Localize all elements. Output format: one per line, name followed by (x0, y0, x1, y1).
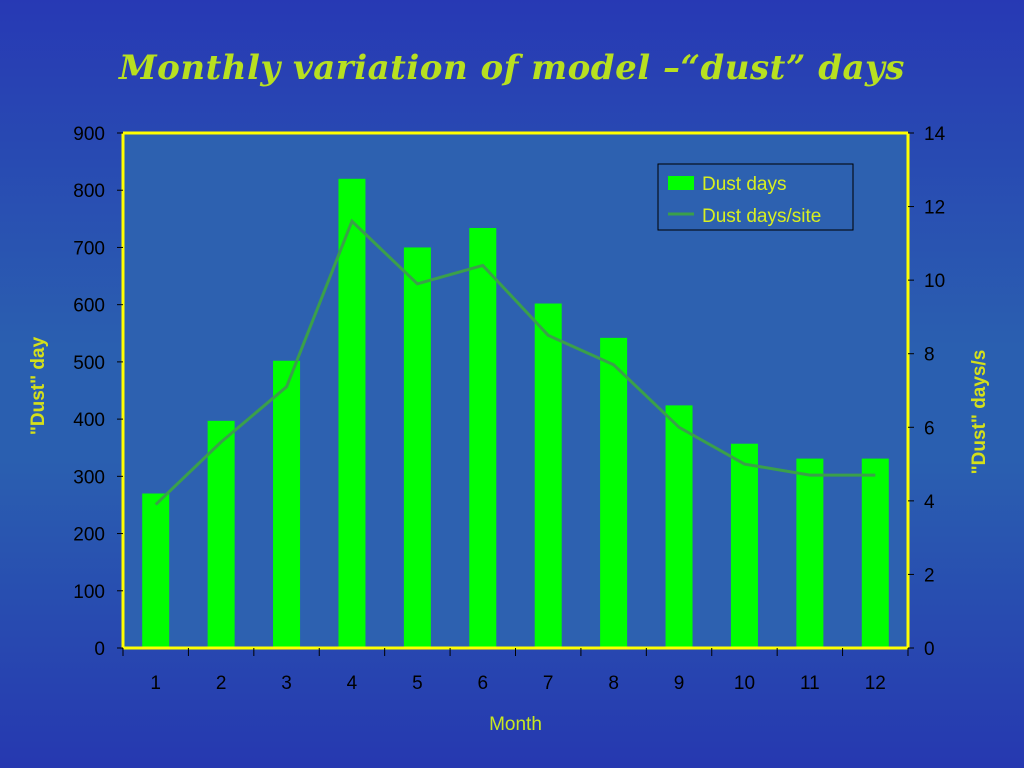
x-tick-label: 5 (412, 673, 423, 694)
y-left-tick-label: 200 (73, 525, 105, 546)
x-tick-label: 3 (281, 673, 292, 694)
legend-box (657, 163, 854, 231)
y-axis-left-title: "Dust" day (28, 336, 49, 435)
bar-dust-days-month-2 (207, 420, 235, 648)
x-tick-label: 11 (800, 673, 820, 694)
axes (117, 131, 914, 656)
y-left-tick-label: 600 (73, 296, 105, 317)
y-left-tick-label: 900 (73, 124, 105, 145)
y-right-tick-label: 14 (924, 124, 946, 145)
x-tick-label: 6 (478, 673, 489, 694)
x-tick-label: 1 (150, 673, 161, 694)
y-left-tick-label: 400 (73, 410, 105, 431)
y-right-tick-label: 2 (924, 565, 935, 586)
legend: Dust days Dust days/site (657, 163, 854, 231)
bar-dust-days-month-5 (403, 247, 431, 648)
bar-dust-days-month-10 (730, 443, 758, 648)
line-series-dust-days-per-site (154, 218, 876, 506)
slide-title: Monthly variation of model –“dust” days (119, 48, 905, 88)
y-left-tick-label: 500 (73, 353, 105, 374)
y-right-tick-label: 4 (924, 492, 935, 513)
bar-dust-days-month-11 (796, 458, 824, 648)
x-tick-label: 2 (216, 673, 227, 694)
bar-series (142, 178, 889, 648)
y-right-tick-label: 12 (924, 198, 945, 219)
bar-dust-days-month-8 (600, 337, 628, 648)
bar-dust-days-month-6 (469, 227, 497, 648)
x-axis-title: Month (489, 714, 542, 735)
y-left-tick-label: 100 (73, 582, 105, 603)
bar-dust-days-month-7 (534, 303, 562, 648)
x-tick-label: 12 (865, 673, 886, 694)
y-left-tick-label: 300 (73, 467, 105, 488)
y-left-tick-label: 700 (73, 238, 105, 259)
bar-dust-days-month-12 (861, 458, 889, 648)
bar-dust-days-month-3 (273, 360, 301, 648)
y-left-tick-label: 0 (94, 639, 105, 660)
bar-dust-days-month-9 (665, 405, 693, 648)
legend-swatch-dust-days (668, 176, 694, 190)
bar-dust-days-month-4 (338, 178, 366, 648)
y-right-tick-label: 10 (924, 271, 945, 292)
legend-label-dust-days-per-site: Dust days/site (702, 206, 821, 227)
y-axis-right-title: "Dust" days/s (969, 350, 990, 475)
y-right-tick-label: 8 (924, 345, 935, 366)
y-left-tick-label: 800 (73, 181, 105, 202)
tick-labels: 0100200300400500600700800900024681012141… (73, 124, 945, 694)
x-tick-label: 10 (734, 673, 755, 694)
bar-dust-days-month-1 (142, 493, 170, 648)
legend-label-dust-days: Dust days (702, 174, 786, 195)
x-tick-label: 9 (674, 673, 685, 694)
x-tick-label: 4 (347, 673, 358, 694)
y-right-tick-label: 6 (924, 418, 935, 439)
x-tick-label: 8 (608, 673, 619, 694)
y-right-tick-label: 0 (924, 639, 935, 660)
x-tick-label: 7 (543, 673, 554, 694)
